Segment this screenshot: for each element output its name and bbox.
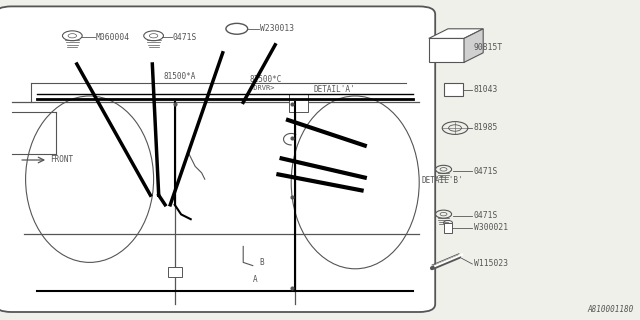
Bar bbox=[289, 94, 308, 112]
Text: 81043: 81043 bbox=[474, 85, 498, 94]
Polygon shape bbox=[429, 29, 483, 38]
Text: B: B bbox=[259, 258, 264, 267]
Text: W230013: W230013 bbox=[260, 24, 294, 33]
Text: FRONT: FRONT bbox=[50, 156, 73, 164]
Text: DETAIL'A': DETAIL'A' bbox=[314, 85, 355, 94]
Bar bbox=[444, 83, 463, 96]
Text: W300021: W300021 bbox=[474, 223, 508, 232]
Text: M060004: M060004 bbox=[96, 33, 130, 42]
Text: A810001180: A810001180 bbox=[588, 305, 634, 314]
Text: 81500*A: 81500*A bbox=[163, 72, 196, 81]
Text: DETAIL'B': DETAIL'B' bbox=[421, 176, 463, 185]
Bar bbox=[168, 267, 182, 277]
Text: 90815T: 90815T bbox=[474, 44, 503, 52]
Text: 81985: 81985 bbox=[474, 124, 498, 132]
Text: W115023: W115023 bbox=[474, 260, 508, 268]
Polygon shape bbox=[464, 29, 483, 62]
Bar bbox=[444, 223, 452, 233]
Text: 0471S: 0471S bbox=[474, 167, 498, 176]
FancyBboxPatch shape bbox=[0, 6, 435, 312]
Text: 0471S: 0471S bbox=[474, 212, 498, 220]
Text: 0471S: 0471S bbox=[173, 33, 197, 42]
Text: 81500*C: 81500*C bbox=[250, 76, 282, 84]
Bar bbox=[429, 38, 464, 62]
Text: <DRVR>: <DRVR> bbox=[250, 85, 275, 91]
Text: A: A bbox=[253, 276, 257, 284]
